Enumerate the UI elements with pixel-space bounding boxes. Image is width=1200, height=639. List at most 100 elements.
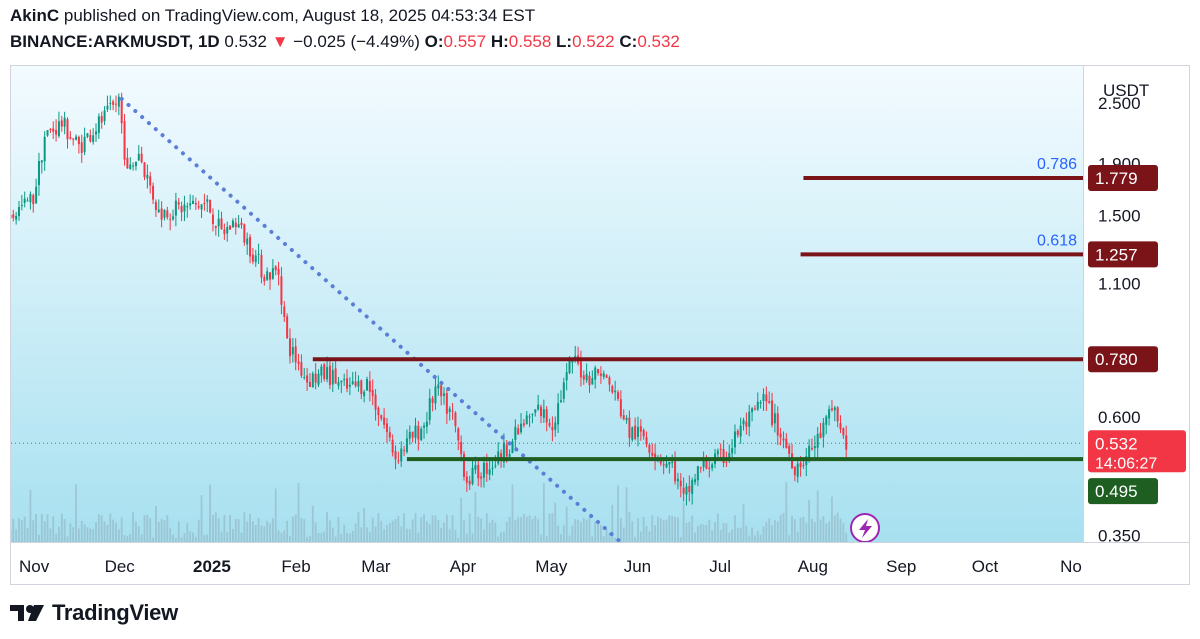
volume-bar [417, 532, 420, 542]
volume-bar [311, 505, 314, 542]
candle-body [274, 266, 277, 271]
alert-flash-icon[interactable] [850, 513, 880, 542]
candle [699, 466, 702, 473]
last-price-badge-value: 0.532 [1095, 434, 1138, 453]
volume-bar [92, 529, 95, 542]
volume-bar [320, 532, 323, 542]
candle-body [388, 432, 391, 438]
volume-bar [374, 526, 377, 542]
volume-bar [157, 521, 160, 542]
candle-body [166, 210, 169, 218]
candle-body [813, 446, 816, 449]
candle-body [300, 362, 303, 376]
volume-bar [129, 534, 132, 542]
candle [166, 206, 169, 220]
candle-body [149, 176, 152, 186]
volume-bar [351, 530, 354, 542]
chart-pane[interactable]: 0.786 0.618 [10, 65, 1084, 543]
candle [348, 377, 351, 396]
candle [69, 131, 72, 140]
candle [112, 99, 115, 111]
candle [331, 362, 334, 393]
candle [100, 111, 103, 129]
price-plot[interactable]: 0.786 0.618 [11, 66, 1084, 543]
publish-info: AkinC published on TradingView.com, Augu… [10, 6, 535, 26]
volume-bar [782, 512, 785, 542]
candle [86, 133, 89, 139]
time-tick-label: No [1060, 557, 1082, 576]
high-label: H: [490, 32, 509, 51]
candle [157, 199, 160, 214]
candle-body [400, 448, 403, 462]
time-axis-svg[interactable]: Nov Dec 2025 Feb Mar Apr May Jun Jul Aug Sep Oct No [11, 543, 1191, 585]
volume-bar [271, 518, 274, 542]
candle [562, 377, 565, 403]
candle [636, 416, 639, 447]
candle [137, 145, 140, 161]
candle-body [457, 428, 460, 441]
candle [480, 472, 483, 488]
volume-bar [143, 515, 146, 542]
volume-bar [197, 519, 200, 542]
volume-bar [836, 512, 839, 542]
candle-body [648, 445, 651, 453]
candle-body [668, 461, 671, 465]
candle-body [343, 379, 346, 381]
horizontal-levels[interactable]: 0.786 0.618 [312, 156, 1084, 462]
candle [771, 392, 774, 428]
candle-body [534, 409, 537, 413]
volume-bar [135, 521, 137, 542]
candle [551, 416, 554, 442]
volume-bar [699, 524, 702, 542]
candle-body [174, 200, 177, 216]
author-name[interactable]: AkinC [10, 6, 60, 25]
candle-body [391, 439, 394, 453]
candle-body [86, 133, 89, 137]
candle-body [163, 209, 166, 218]
price-axis[interactable]: USDT 2.500 1.900 1.500 1.100 0.600 0.350 1.77… [1084, 65, 1190, 545]
candle [742, 417, 745, 431]
candle [696, 465, 699, 487]
candle-body [500, 453, 503, 461]
volume-bar [423, 514, 425, 542]
candle-body [520, 423, 523, 433]
candle-body [437, 384, 440, 389]
candle [75, 134, 78, 141]
volume-bar [234, 518, 237, 542]
candle [15, 211, 18, 225]
candle [80, 134, 83, 163]
candle [668, 461, 671, 474]
trendline[interactable] [119, 96, 635, 543]
candle [203, 193, 206, 211]
candle-body [674, 460, 677, 482]
time-axis[interactable]: Nov Dec 2025 Feb Mar Apr May Jun Jul Aug Sep Oct No [10, 543, 1190, 585]
candle-body [126, 157, 129, 169]
candle [745, 412, 748, 435]
volume-bar [160, 518, 163, 542]
volume-bar [625, 487, 628, 542]
volume-bar [115, 522, 117, 542]
candle-body [465, 476, 468, 483]
candle [32, 193, 35, 213]
candle-body [788, 445, 791, 454]
volume-bar [605, 528, 608, 542]
candle [679, 473, 682, 498]
volume-bar [582, 517, 585, 542]
volume-bar [263, 526, 266, 542]
candle-body [694, 479, 697, 483]
candle [206, 195, 209, 213]
volume-bar [69, 523, 72, 542]
volume-bar [348, 533, 351, 542]
dotted-trendline[interactable] [119, 96, 635, 543]
volume-bar [232, 528, 234, 542]
volume-bar [802, 516, 805, 542]
candle [602, 370, 605, 380]
volume-bar [240, 532, 243, 542]
time-tick-label: Jul [709, 557, 731, 576]
volume-bar [100, 515, 103, 542]
volume-bar [274, 488, 277, 542]
symbol-name[interactable]: BINANCE:ARKMUSDT, 1D [10, 32, 220, 51]
volume-bar [260, 525, 263, 542]
volume-bar [163, 520, 166, 542]
